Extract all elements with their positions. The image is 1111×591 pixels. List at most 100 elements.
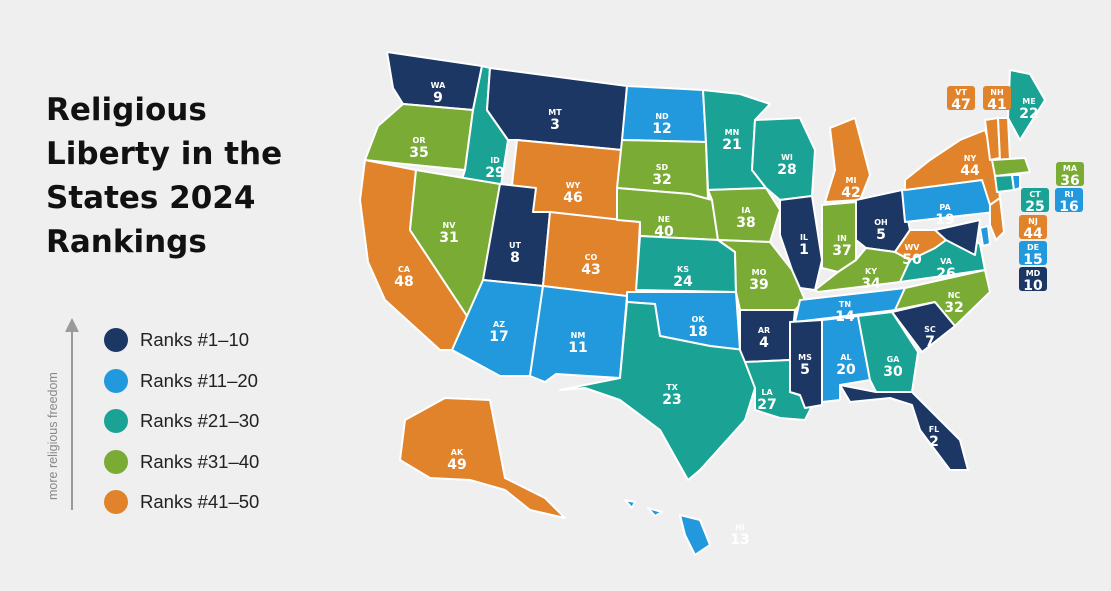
state-abbr-label: RI (1064, 190, 1073, 199)
state-abbr-label: OR (413, 136, 426, 145)
state-rank-label: 12 (652, 121, 671, 137)
state-abbr-label: MA (1063, 164, 1078, 173)
state-rank-label: 49 (447, 457, 466, 473)
state-abbr-label: TX (666, 383, 678, 392)
state-rank-label: 19 (935, 212, 954, 228)
state-abbr-label: NC (948, 291, 961, 300)
title-line-3: States 2024 (46, 180, 256, 216)
state-abbr-label: MS (798, 353, 812, 362)
state-abbr-label: NE (658, 215, 670, 224)
state-abbr-label: CA (398, 265, 411, 274)
state-md (934, 219, 981, 256)
state-rank-label: 9 (433, 90, 443, 106)
state-rank-label: 42 (841, 185, 860, 201)
state-rank-label: 32 (944, 300, 963, 316)
state-de (979, 225, 991, 247)
legend-item-t3: Ranks #21–30 (104, 401, 259, 442)
state-abbr-label: AL (840, 353, 851, 362)
state-rank-label: 20 (836, 362, 856, 378)
title-line-4: Rankings (46, 224, 207, 260)
state-abbr-label: MO (752, 268, 767, 277)
state-abbr-label: WV (904, 243, 920, 252)
state-rank-label: 23 (662, 392, 681, 408)
state-ct (994, 174, 1015, 193)
state-rank-label: 5 (876, 227, 886, 243)
state-abbr-label: VT (955, 88, 967, 97)
state-abbr-label: WA (431, 81, 446, 90)
state-rank-label: 29 (485, 165, 504, 181)
state-rank-label: 4 (759, 335, 769, 351)
state-abbr-label: SD (656, 163, 669, 172)
state-abbr-label: CO (585, 253, 598, 262)
state-abbr-label: ME (1022, 97, 1035, 106)
state-abbr-label: VA (940, 257, 953, 266)
legend-item-t4: Ranks #31–40 (104, 442, 259, 483)
state-rank-label: 22 (1019, 106, 1038, 122)
state-abbr-label: MI (846, 176, 857, 185)
state-rank-label: 10 (1023, 278, 1043, 294)
state-rank-label: 34 (861, 276, 881, 292)
legend-label: Ranks #1–10 (140, 329, 250, 351)
state-rank-label: 7 (925, 334, 935, 350)
state-rank-label: 27 (757, 397, 776, 413)
state-abbr-label: TN (839, 300, 851, 309)
state-rank-label: 37 (832, 243, 851, 259)
legend: Ranks #1–10 Ranks #11–20 Ranks #21–30 Ra… (104, 320, 259, 523)
state-callout-ma (1056, 162, 1084, 186)
state-abbr-label: OH (874, 218, 888, 227)
state-abbr-label: PA (939, 203, 951, 212)
state-abbr-label: WY (566, 181, 581, 190)
state-abbr-label: IN (837, 234, 847, 243)
state-abbr-label: UT (509, 241, 521, 250)
state-nh (997, 117, 1011, 161)
legend-item-t5: Ranks #41–50 (104, 482, 259, 523)
state-abbr-label: NH (990, 88, 1003, 97)
state-rank-label: 21 (722, 137, 741, 153)
state-abbr-label: MT (548, 108, 562, 117)
state-rank-label: 44 (960, 163, 980, 179)
state-abbr-label: DE (1027, 243, 1039, 252)
state-abbr-label: HI (735, 523, 745, 532)
state-rank-label: 46 (563, 190, 582, 206)
state-rank-label: 36 (1060, 173, 1079, 189)
state-rank-label: 18 (688, 324, 707, 340)
state-rank-label: 35 (409, 145, 428, 161)
state-callout-de (1019, 241, 1047, 265)
state-rank-label: 38 (736, 215, 755, 231)
state-rank-label: 16 (1059, 199, 1078, 215)
state-rank-label: 32 (652, 172, 671, 188)
state-abbr-label: NV (443, 221, 457, 230)
state-abbr-label: SC (924, 325, 936, 334)
state-abbr-label: AR (758, 326, 770, 335)
title-line-1: Religious (46, 92, 207, 128)
legend-swatch (104, 328, 128, 353)
state-callout-nj (1019, 215, 1047, 239)
state-abbr-label: NY (964, 154, 977, 163)
state-abbr-label: AK (451, 448, 464, 457)
state-abbr-label: OK (692, 315, 706, 324)
state-rank-label: 1 (799, 242, 809, 258)
legend-label: Ranks #21–30 (140, 410, 260, 432)
state-rank-label: 11 (568, 340, 587, 356)
state-abbr-label: NJ (1028, 217, 1038, 226)
state-fl (839, 384, 969, 471)
state-ri (1011, 174, 1021, 191)
state-rank-label: 13 (730, 532, 749, 548)
state-rank-label: 26 (936, 266, 955, 282)
state-rank-label: 48 (394, 274, 413, 290)
legend-item-t2: Ranks #11–20 (104, 361, 259, 402)
state-abbr-label: KY (865, 267, 877, 276)
state-abbr-label: NM (571, 331, 586, 340)
state-rank-label: 43 (581, 262, 600, 278)
state-rank-label: 41 (987, 97, 1006, 113)
state-abbr-label: CT (1029, 190, 1041, 199)
state-me (1007, 69, 1046, 141)
state-abbr-label: GA (887, 355, 901, 364)
state-rank-label: 30 (883, 364, 903, 380)
state-abbr-label: MN (725, 128, 740, 137)
legend-swatch (104, 490, 128, 515)
state-nj (989, 197, 1005, 241)
state-rank-label: 15 (1023, 252, 1042, 268)
state-abbr-label: IA (741, 206, 751, 215)
state-abbr-label: LA (761, 388, 773, 397)
